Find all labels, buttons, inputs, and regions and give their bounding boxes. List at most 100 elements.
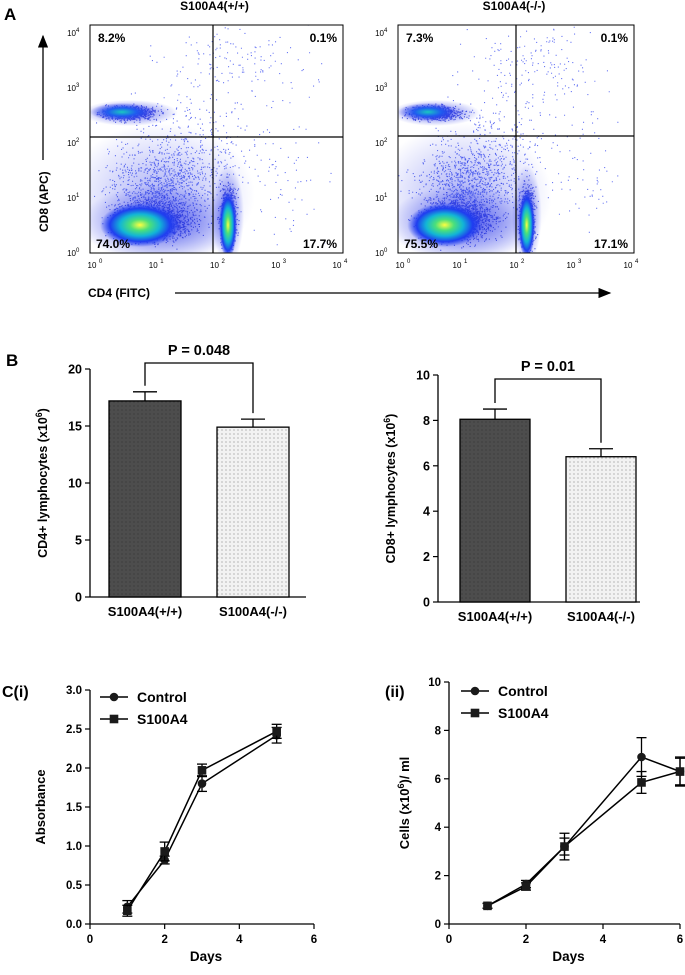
quadrant-label-lower-right: 17.1% [594, 237, 628, 251]
absorbance-line-chart: 0.0 0.5 1.0 1.5 2.0 2.5 3.0 0 2 4 6 Days Absorbance C… [33, 685, 317, 964]
flow-y-tick-exponent: 1 [76, 193, 80, 199]
bar-knockout [216, 426, 290, 598]
flow-y-tick-exponent: 4 [384, 28, 388, 34]
quadrant-label-lower-right: 17.7% [303, 237, 337, 251]
y-tick-label: 1.5 [66, 802, 83, 814]
flow-events [429, 71, 557, 228]
flow-x-tick-exponent: 4 [344, 259, 348, 265]
x-tick-label: 4 [236, 934, 243, 946]
flow-y-tick-label: 10 [67, 194, 76, 203]
flow-y-tick-label: 10 [375, 84, 384, 93]
data-point-s100a4 [272, 727, 281, 736]
y-tick-label: 0 [75, 591, 82, 605]
data-point-s100a4 [197, 766, 207, 775]
legend-marker [109, 714, 119, 724]
flow-x-tick-exponent: 1 [464, 259, 468, 265]
x-category-label: S100A4(+/+) [458, 609, 532, 624]
flow-x-tick-label: 10 [149, 261, 158, 270]
y-tick-label: 4 [435, 822, 442, 834]
x-tick-label: 0 [446, 934, 452, 946]
flow-x-tick-label: 10 [333, 261, 342, 270]
quadrant-label-upper-right: 0.1% [310, 31, 338, 45]
flow-x-tick-label: 10 [510, 261, 519, 270]
flow-y-tick-label: 10 [375, 139, 384, 148]
y-tick-label: 2 [423, 550, 430, 564]
flow-x-axis-label: CD4 (FITC) [88, 286, 150, 300]
y-axis-label: Cells (x106)/ ml [396, 757, 412, 850]
flow-x-tick-label: 10 [567, 261, 576, 270]
flow-core-cd4 [518, 191, 536, 253]
y-tick-label: 6 [435, 774, 441, 786]
flow-x-tick-label: 10 [396, 261, 405, 270]
quadrant-label-upper-right: 0.1% [601, 31, 629, 45]
flow-core-double-negative [100, 203, 180, 247]
cell-count-line-chart: 0 2 4 6 8 10 0 2 4 6 Days Cells (x106)/ ml Control S1… [396, 677, 685, 964]
flow-y-tick-label: 10 [67, 249, 76, 258]
flow-plot-1: S100A4(+/+)8.2% 0.1%74.0% 17.7%10 010 010 110… [67, 0, 348, 270]
y-tick-label: 5 [75, 534, 82, 548]
quadrant-label-lower-left: 75.5% [404, 237, 438, 251]
flow-y-tick-exponent: 3 [384, 83, 388, 89]
series-line-s100a4 [487, 770, 681, 907]
flow-x-tick-exponent: 1 [160, 259, 164, 265]
y-tick-label: 0.0 [66, 919, 82, 931]
y-tick-label: 3.0 [66, 685, 82, 697]
flow-events [149, 25, 332, 246]
y-tick-label: 0.5 [66, 880, 83, 892]
significance-bracket [144, 362, 254, 414]
panel-label-cii: (ii) [385, 684, 405, 701]
legend-marker [470, 708, 480, 718]
p-value-annotation: P = 0.048 [168, 343, 230, 359]
y-tick-label: 8 [435, 725, 442, 737]
y-tick-label: 2 [435, 871, 441, 883]
panel-label-a: A [4, 5, 16, 24]
cd4-bar-chart: 0 5 10 15 20 CD4+ lymphocytes (x106) S100A4(+/… [34, 343, 306, 619]
panel-label-ci: C(i) [2, 684, 29, 701]
y-tick-label: 0 [423, 596, 430, 610]
flow-y-tick-exponent: 1 [384, 193, 388, 199]
flow-core-cd8 [90, 103, 154, 121]
legend-label-s100a4: S100A4 [498, 705, 549, 721]
y-tick-label: 10 [68, 477, 82, 491]
flow-y-tick-exponent: 3 [76, 83, 80, 89]
data-point-s100a4 [521, 882, 531, 891]
series-line-control [126, 734, 278, 908]
flow-y-tick-label: 10 [67, 139, 76, 148]
y-tick-label: 15 [68, 420, 82, 434]
x-axis-label: Days [190, 949, 222, 964]
data-point-s100a4 [483, 901, 492, 911]
flow-core-cd4 [219, 191, 237, 253]
y-axis-label: CD8+ lymphocytes (x106) [382, 414, 398, 564]
x-tick-label: 2 [523, 934, 529, 946]
y-tick-label: 1.0 [66, 841, 82, 853]
y-tick-label: 4 [423, 505, 430, 519]
flow-x-tick-exponent: 2 [521, 259, 525, 265]
y-tick-label: 2.5 [66, 724, 83, 736]
legend-label-control: Control [498, 683, 548, 699]
x-tick-label: 0 [87, 934, 93, 946]
x-category-label: S100A4(-/-) [567, 609, 635, 624]
flow-y-tick-exponent: 2 [76, 138, 80, 144]
quadrant-label-lower-left: 74.0% [96, 237, 130, 251]
flow-x-tick-exponent: 4 [635, 259, 639, 265]
quadrant-label-upper-left: 8.2% [98, 31, 126, 45]
flow-y-tick-label: 10 [67, 29, 76, 38]
flow-x-tick-label: 10 [88, 261, 97, 270]
flow-y-tick-label: 10 [375, 29, 384, 38]
flow-plot-title: S100A4(-/-) [483, 0, 546, 13]
flow-plot-frame [89, 24, 344, 254]
y-axis-label: Absorbance [33, 769, 48, 844]
flow-x-tick-exponent: 3 [283, 259, 287, 265]
flow-dot-area [398, 26, 619, 253]
flow-x-tick-exponent: 2 [222, 259, 226, 265]
flow-x-tick-label: 10 [210, 261, 219, 270]
legend-label-s100a4: S100A4 [137, 711, 188, 727]
flow-x-tick-label: 10 [453, 261, 462, 270]
y-axis-label: CD4+ lymphocytes (x106) [34, 408, 50, 558]
legend-marker [470, 686, 480, 696]
data-point-s100a4 [160, 847, 169, 856]
flow-y-tick-label: 10 [375, 194, 384, 203]
bar-wildtype [108, 400, 182, 598]
flow-y-tick-label: 10 [375, 249, 384, 258]
